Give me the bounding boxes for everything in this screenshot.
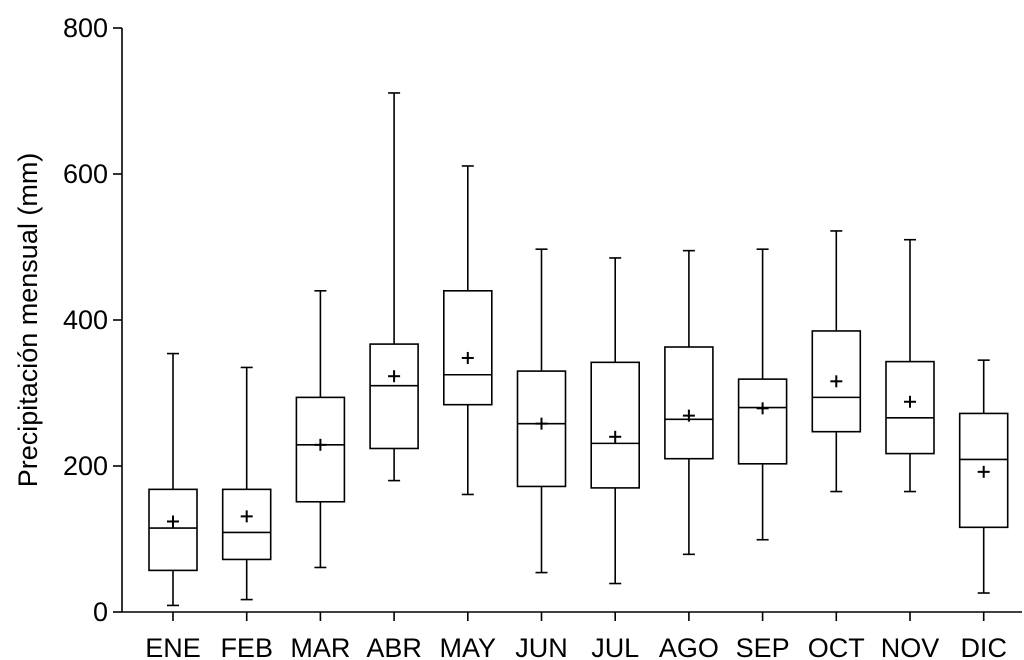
x-tick-label-ene: ENE [145, 633, 201, 660]
y-axis-title: Precipitación mensual (mm) [13, 153, 43, 488]
x-tick-label-may: MAY [440, 633, 497, 660]
box-ene [148, 352, 198, 607]
box-abr [369, 92, 419, 482]
mean-marker [314, 438, 327, 451]
iqr-box [590, 361, 641, 489]
x-tick-label-sep: SEP [736, 633, 790, 660]
mean-marker [904, 395, 916, 408]
x-tick-label-mar: MAR [290, 633, 350, 660]
box-series [148, 92, 1009, 607]
mean-marker [830, 375, 843, 388]
x-axis: ENE FEB MAR ABR MAY JUN JUL AGO SEP OCT NOV DIC [122, 611, 1022, 660]
iqr-box [221, 488, 272, 561]
iqr-box [369, 343, 419, 450]
y-tick-label: 400 [63, 305, 108, 335]
mean-marker [240, 510, 253, 523]
iqr-box [737, 378, 788, 465]
y-tick-label: 600 [63, 159, 108, 189]
box-ago [664, 249, 714, 556]
box-sep [737, 248, 788, 541]
iqr-box [442, 289, 493, 406]
box-oct [811, 230, 862, 493]
mean-marker [682, 409, 695, 422]
box-dic [958, 359, 1009, 594]
iqr-box [148, 488, 198, 572]
iqr-box [958, 412, 1009, 529]
mean-marker [388, 370, 401, 383]
box-jul [590, 257, 641, 585]
y-tick-label: 800 [63, 13, 108, 43]
iqr-box [295, 396, 346, 503]
box-nov [885, 238, 935, 493]
x-tick-label-feb: FEB [220, 633, 273, 660]
mean-marker [535, 417, 548, 430]
x-tick-label-dic: DIC [960, 633, 1007, 660]
x-tick-label-jun: JUN [515, 633, 568, 660]
x-tick-label-nov: NOV [881, 633, 940, 660]
box-mar [295, 289, 346, 569]
x-tick-label-ago: AGO [659, 633, 719, 660]
mean-marker [461, 351, 474, 364]
iqr-box [664, 346, 714, 460]
iqr-box [885, 360, 935, 455]
y-tick-label: 200 [63, 451, 108, 481]
mean-marker [167, 515, 179, 528]
y-axis: 0 200 400 600 800 [63, 13, 123, 627]
box-jun [516, 248, 567, 574]
iqr-box [516, 370, 567, 488]
mean-marker [977, 465, 990, 478]
iqr-box [811, 330, 862, 433]
box-feb [221, 366, 272, 601]
y-tick-label: 0 [93, 597, 108, 627]
mean-marker [609, 430, 622, 443]
x-tick-label-jul: JUL [591, 633, 639, 660]
x-tick-label-oct: OCT [808, 633, 865, 660]
mean-marker [756, 402, 769, 415]
x-tick-label-abr: ABR [366, 633, 422, 660]
box-may [442, 165, 493, 496]
